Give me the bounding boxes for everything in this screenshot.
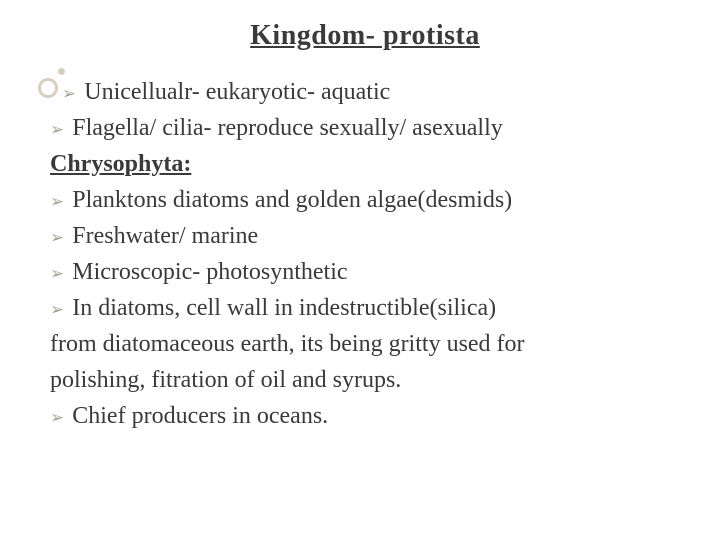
bullet-item: ➢ Chief producers in oceans. — [50, 398, 680, 434]
continuation-text: from diatomaceous earth, its being gritt… — [50, 326, 680, 362]
chevron-icon: ➢ — [62, 81, 76, 107]
chevron-icon: ➢ — [50, 189, 64, 215]
bullet-text: Planktons diatoms and golden algae(desmi… — [72, 182, 512, 218]
chevron-icon: ➢ — [50, 405, 64, 431]
bullet-item: ➢ In diatoms, cell wall in indestructibl… — [50, 290, 680, 326]
bullet-item: ➢ Planktons diatoms and golden algae(des… — [50, 182, 680, 218]
content-wrapper: Kingdom- protista ➢ Unicellualr- eukaryo… — [50, 20, 680, 434]
continuation-text: polishing, fitration of oil and syrups. — [50, 362, 680, 398]
bullet-text: Flagella/ cilia- reproduce sexually/ ase… — [72, 110, 503, 146]
bullet-text: Unicellualr- eukaryotic- aquatic — [84, 74, 390, 110]
bullet-item: ➢ Freshwater/ marine — [50, 218, 680, 254]
slide-container: Kingdom- protista ➢ Unicellualr- eukaryo… — [0, 0, 720, 540]
chevron-icon: ➢ — [50, 297, 64, 323]
bullet-text: In diatoms, cell wall in indestructible(… — [72, 290, 496, 326]
chevron-icon: ➢ — [50, 261, 64, 287]
slide-body: ➢ Unicellualr- eukaryotic- aquatic ➢ Fla… — [50, 74, 680, 434]
bullet-text: Chief producers in oceans. — [72, 398, 328, 434]
subheading: Chrysophyta: — [50, 146, 680, 182]
bullet-text: Microscopic- photosynthetic — [72, 254, 347, 290]
chevron-icon: ➢ — [50, 117, 64, 143]
bullet-item: ➢ Unicellualr- eukaryotic- aquatic — [50, 74, 680, 110]
bullet-item: ➢ Microscopic- photosynthetic — [50, 254, 680, 290]
slide-title: Kingdom- protista — [50, 20, 680, 52]
bullet-item: ➢ Flagella/ cilia- reproduce sexually/ a… — [50, 110, 680, 146]
chevron-icon: ➢ — [50, 225, 64, 251]
bullet-text: Freshwater/ marine — [72, 218, 258, 254]
